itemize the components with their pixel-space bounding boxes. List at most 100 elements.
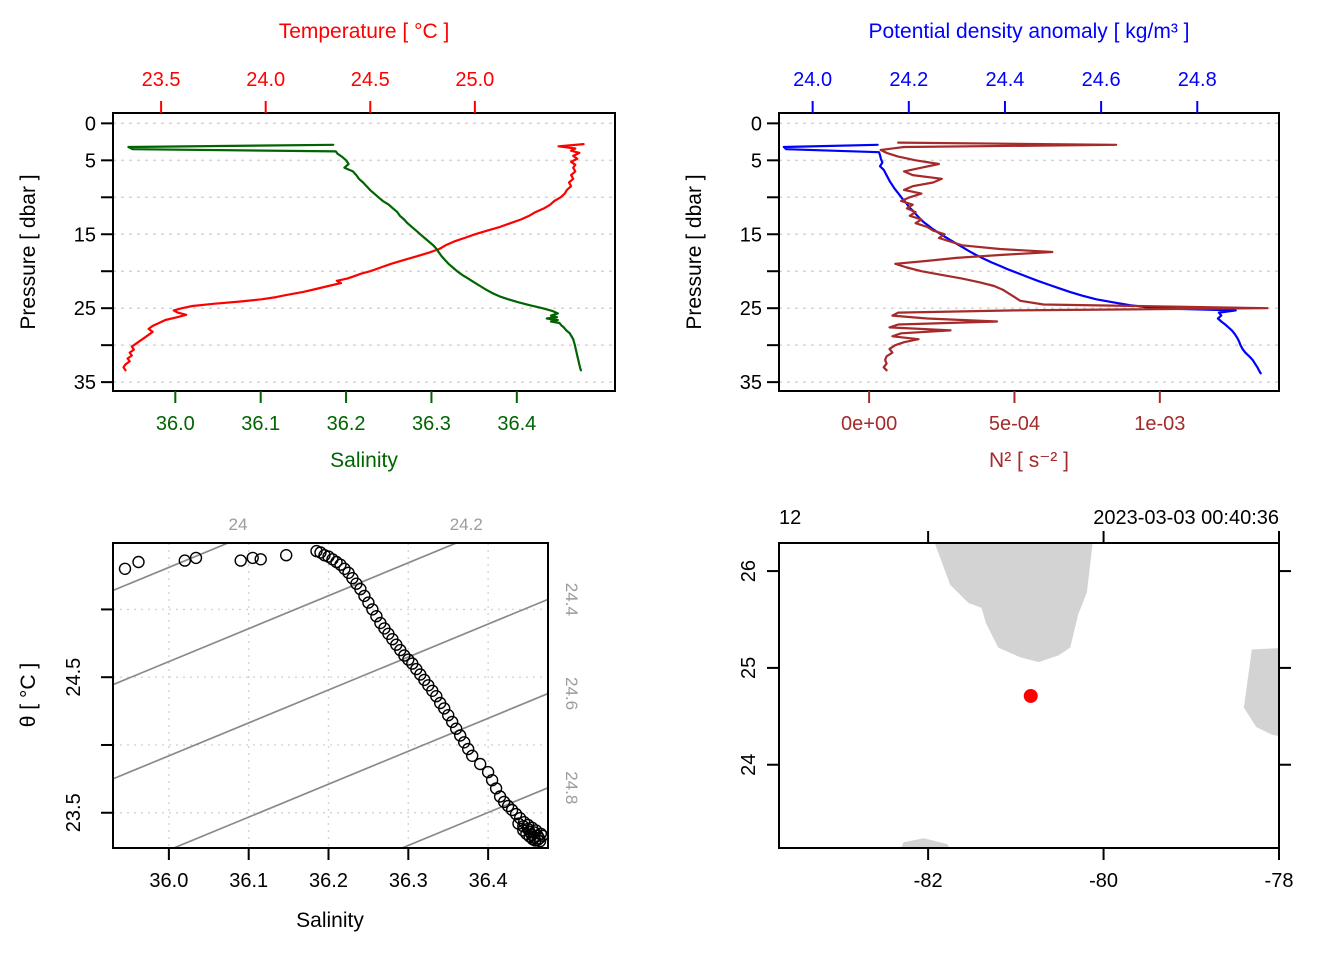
ts-point xyxy=(501,799,515,813)
salinity-tick-label: 36.0 xyxy=(149,870,188,892)
latitude-tick-label: 26 xyxy=(738,560,760,582)
coastline-land xyxy=(901,543,1279,848)
ts-point xyxy=(505,803,519,817)
ts-point xyxy=(474,757,487,771)
ts-point xyxy=(280,549,293,562)
salinity-tick-label: 36.4 xyxy=(469,870,508,892)
theta-axis-title: θ [ °C ] xyxy=(17,663,40,727)
temperature-axis-title: Temperature [ °C ] xyxy=(279,20,450,43)
isopycnal-label: 24.6 xyxy=(562,677,581,710)
top-tick-label: 24.8 xyxy=(1178,69,1217,91)
top-tick-label: 23.5 xyxy=(142,69,181,91)
ts-point xyxy=(442,709,455,722)
land-polygon xyxy=(934,543,1093,663)
isopycnal-line-24.8 xyxy=(399,786,548,848)
panel-station-map: -82 -80 -78 24 25 26 xyxy=(738,531,1293,892)
ts-point xyxy=(533,835,547,848)
ts-point xyxy=(481,765,495,779)
ts-point xyxy=(438,702,451,715)
ts-point xyxy=(189,551,203,565)
bottom-tick-label: 36.4 xyxy=(497,413,536,435)
pressure-axis-title-right: Pressure [ dbar ] xyxy=(683,174,706,329)
longitude-tick-label: -78 xyxy=(1265,870,1294,892)
bottom-tick-label: 36.3 xyxy=(412,413,451,435)
panel-ts-diagram: 24 24.2 24.4 24.6 24.8 36.0 36.1 36.2 36.3 36.4 23… xyxy=(63,515,581,892)
ts-point xyxy=(234,554,247,567)
plot-frame xyxy=(778,112,1280,392)
ts-point xyxy=(513,812,527,825)
bottom-tick-label: 36.1 xyxy=(241,413,280,435)
salinity-axis-title-top-left: Salinity xyxy=(330,449,398,472)
pressure-tick-label: 15 xyxy=(74,224,96,246)
bottom-tick-label: 36.2 xyxy=(327,413,366,435)
top-tick-label: 25.0 xyxy=(455,69,494,91)
ts-point xyxy=(132,555,145,569)
longitude-tick-label: -80 xyxy=(1089,870,1118,892)
map-station-number: 12 xyxy=(779,507,801,529)
pressure-tick-label: 0 xyxy=(85,113,96,135)
series-potential-density-anomaly xyxy=(782,143,1262,375)
theta-tick-label: 24.5 xyxy=(63,658,85,697)
ts-point xyxy=(118,562,132,575)
pressure-axis-title-left: Pressure [ dbar ] xyxy=(17,174,40,329)
ts-point xyxy=(370,610,383,623)
ts-point xyxy=(362,596,375,609)
n2-axis-title: N² [ s⁻² ] xyxy=(989,449,1069,472)
ts-point xyxy=(246,551,259,565)
plot-frame xyxy=(778,542,1280,849)
ts-point xyxy=(497,795,511,809)
latitude-tick-label: 24 xyxy=(738,754,760,776)
isopycnal-label: 24.2 xyxy=(450,515,483,534)
top-tick-label: 24.0 xyxy=(793,69,832,91)
top-tick-label: 24.6 xyxy=(1082,69,1121,91)
panel-profile-temperature-salinity: 0 5 15 25 35 23.5 24.0 24.5 25.0 36.0 36.1 36.2 36.3… xyxy=(74,69,616,435)
bottom-tick-label: 36.0 xyxy=(156,413,195,435)
pressure-tick-label: 5 xyxy=(85,150,96,172)
theta-tick-label: 23.5 xyxy=(63,793,85,832)
pressure-tick-label: 25 xyxy=(740,298,762,320)
isopycnal-line-24 xyxy=(113,543,231,592)
ts-point xyxy=(509,807,523,821)
ts-point xyxy=(354,582,367,596)
pressure-tick-label: 0 xyxy=(751,113,762,135)
isopycnal-line-24.2 xyxy=(113,543,459,686)
bottom-tick-label: 1e-03 xyxy=(1134,413,1185,435)
isopycnal-line-24.4 xyxy=(113,598,548,780)
top-tick-label: 24.0 xyxy=(246,69,285,91)
ts-point xyxy=(450,722,463,735)
ts-point xyxy=(338,562,351,575)
salinity-axis-title-ts: Salinity xyxy=(296,909,364,932)
isopycnal-label: 24.4 xyxy=(562,583,581,616)
plot-frame xyxy=(112,112,616,392)
longitude-tick-label: -82 xyxy=(914,870,943,892)
panel-profile-density-n2: 0 5 15 25 35 24.0 24.2 24.4 24.6 24.8 0e+00 5e-04 1e… xyxy=(740,69,1280,435)
ts-point xyxy=(454,729,467,742)
pressure-tick-label: 35 xyxy=(74,372,96,394)
salinity-tick-label: 36.1 xyxy=(229,870,268,892)
ts-point xyxy=(254,553,267,566)
pressure-tick-label: 5 xyxy=(751,150,762,172)
ts-point xyxy=(334,558,347,571)
top-tick-label: 24.2 xyxy=(889,69,928,91)
ts-point xyxy=(489,782,503,795)
salinity-tick-label: 36.3 xyxy=(389,870,428,892)
bottom-tick-label: 0e+00 xyxy=(841,413,897,435)
top-tick-label: 24.5 xyxy=(351,69,390,91)
series-buoyancy-frequency-squared xyxy=(879,141,1269,372)
ts-point xyxy=(529,834,542,847)
top-tick-label: 24.4 xyxy=(985,69,1024,91)
bottom-tick-label: 5e-04 xyxy=(989,413,1040,435)
density-axis-title: Potential density anomaly [ kg/m³ ] xyxy=(869,20,1190,43)
latitude-tick-label: 25 xyxy=(738,657,760,679)
ts-point xyxy=(430,690,443,703)
ts-point xyxy=(366,603,379,616)
ts-point xyxy=(462,742,475,756)
map-timestamp: 2023-03-03 00:40:36 xyxy=(1093,507,1279,529)
ts-point xyxy=(178,554,192,567)
ts-point xyxy=(446,715,459,729)
ts-point xyxy=(466,749,479,762)
salinity-tick-label: 36.2 xyxy=(309,870,348,892)
station-marker xyxy=(1023,688,1038,703)
